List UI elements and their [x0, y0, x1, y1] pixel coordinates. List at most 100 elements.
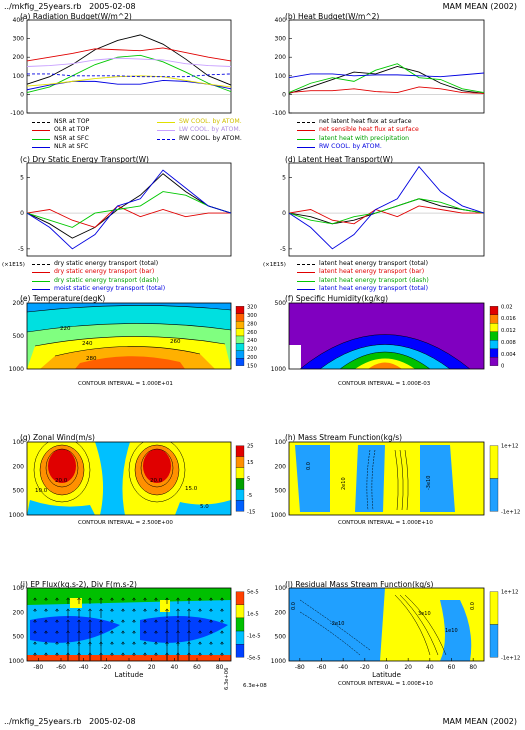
x-tick-label: -20	[360, 664, 370, 671]
field-band	[368, 362, 402, 369]
colorbar-swatch	[235, 467, 245, 479]
contour-line	[404, 594, 447, 656]
panel-a-title: (a) Radiation Budget(W/m^2)	[20, 12, 132, 21]
contour-label: 0.0	[470, 602, 476, 610]
contour-interval-f: CONTOUR INTERVAL = 1.000E-03	[338, 381, 431, 387]
x-tick-label: 0	[385, 664, 389, 671]
x-tick-label: 60	[193, 664, 201, 671]
contour-label: 280	[86, 356, 97, 362]
flux-arrow-head	[33, 630, 37, 634]
flux-arrow-head	[132, 641, 136, 645]
y-tick-label: 500	[13, 634, 25, 641]
flux-arrow-head	[99, 597, 103, 601]
flux-arrow-head	[209, 641, 213, 645]
legend-entry: SW COOL. by ATOM.	[155, 118, 242, 126]
contour-line	[399, 449, 404, 511]
colorbar-swatch	[235, 478, 245, 490]
series-line	[288, 86, 485, 94]
y-tick-label: 500	[275, 634, 287, 641]
contour-line	[299, 611, 361, 656]
flux-arrow-head	[66, 619, 70, 623]
contour-label: 2e10	[341, 477, 347, 490]
flux-arrow-head	[33, 608, 37, 612]
scale-label-d: (×1E15)	[263, 262, 286, 268]
y-tick-label: 0	[282, 210, 286, 217]
y-tick-label: -100	[10, 110, 24, 117]
flux-arrow-head	[176, 608, 180, 612]
colorbar-swatch	[235, 445, 245, 457]
colorbar-label: -1e+12	[501, 509, 520, 515]
flux-arrow-head	[121, 597, 125, 601]
field-band	[160, 600, 170, 612]
colorbar-swatch	[489, 591, 499, 625]
y-tick-label: 0	[20, 91, 24, 98]
flux-arrow-head	[99, 630, 103, 634]
series-line	[26, 47, 232, 62]
series-line	[26, 57, 232, 67]
contour-line	[140, 448, 174, 488]
flux-arrow-head	[176, 652, 180, 656]
panel-f-frame	[288, 302, 485, 370]
colorbar-label: 0.004	[501, 352, 517, 358]
flux-arrow-head	[88, 630, 92, 634]
panel-i-title: (i) EP Flux(kg.s-2), Div F(m.s-2)	[20, 580, 137, 589]
flux-arrow-head	[198, 597, 202, 601]
flux-arrow-head	[143, 619, 147, 623]
colorbar-label: 5	[247, 477, 250, 483]
flux-arrow-head	[143, 597, 147, 601]
colorbar-label: -15	[247, 509, 255, 515]
field-band	[30, 616, 120, 643]
contour-interval-h: CONTOUR INTERVAL = 1.000E+10	[338, 520, 433, 526]
negative-region	[295, 445, 330, 512]
legend-entry: dry static energy transport (total)	[30, 260, 165, 268]
colorbar-swatch	[235, 644, 245, 658]
flux-arrow-head	[88, 652, 92, 656]
contour-line	[128, 442, 186, 503]
series-line	[26, 54, 232, 93]
panel-h-frame	[288, 441, 485, 516]
flux-arrow-head	[220, 652, 224, 656]
flux-arrow-head	[154, 652, 158, 656]
flux-arrow-head	[121, 619, 125, 623]
x-tick-label: -80	[33, 664, 43, 671]
legend-entry: moist static energy transport (total)	[30, 285, 165, 293]
flux-arrow-head	[187, 630, 191, 634]
vector-ref-0: 6.3e+06	[224, 668, 230, 690]
flux-arrow-head	[198, 641, 202, 645]
flux-arrow-head	[165, 630, 169, 634]
colorbar-label: 25	[247, 444, 254, 450]
x-tick-label: 60	[448, 664, 456, 671]
colorbar-swatch	[235, 335, 245, 344]
flux-arrow-head	[132, 652, 136, 656]
flux-arrow-head	[220, 619, 224, 623]
y-tick-label: 300	[13, 36, 25, 43]
contour-line	[54, 346, 201, 357]
y-tick-label: 1000	[271, 658, 286, 665]
contour-label: 1e10	[445, 628, 458, 634]
y-tick-label: 200	[13, 609, 25, 616]
colorbar-label: 0.02	[501, 304, 513, 310]
plot-frame	[26, 19, 232, 114]
legend-entry: LW COOL. by ATOM.	[155, 126, 242, 134]
flux-arrow-head	[143, 608, 147, 612]
x-tick-label: -60	[317, 664, 327, 671]
colorbar-label: 150	[247, 364, 257, 370]
y-tick-label: 200	[275, 609, 287, 616]
flux-arrow-head	[209, 608, 213, 612]
contour-label: 10.0	[35, 488, 48, 494]
legend-entry: RW COOL. by ATOM.	[295, 143, 419, 151]
x-tick-label: 40	[171, 664, 179, 671]
contour-line	[319, 344, 451, 369]
x-tick-label: -20	[101, 664, 111, 671]
colorbar-swatch	[235, 350, 245, 359]
colorbar-label: -1e-5	[247, 633, 261, 639]
flux-arrow-head	[154, 597, 158, 601]
flux-arrow-head	[88, 608, 92, 612]
panel-f-title: (f) Specific Humidity(kg/kg)	[285, 294, 389, 303]
flux-arrow-head	[132, 597, 136, 601]
legend-entry: latent heat energy transport (total)	[295, 260, 429, 268]
header-script: ../mkfig_25years.rb 2005-02-08	[4, 2, 136, 11]
colorbar-label: 320	[247, 304, 257, 310]
flux-arrow-head	[121, 641, 125, 645]
flux-arrow-head	[187, 652, 191, 656]
